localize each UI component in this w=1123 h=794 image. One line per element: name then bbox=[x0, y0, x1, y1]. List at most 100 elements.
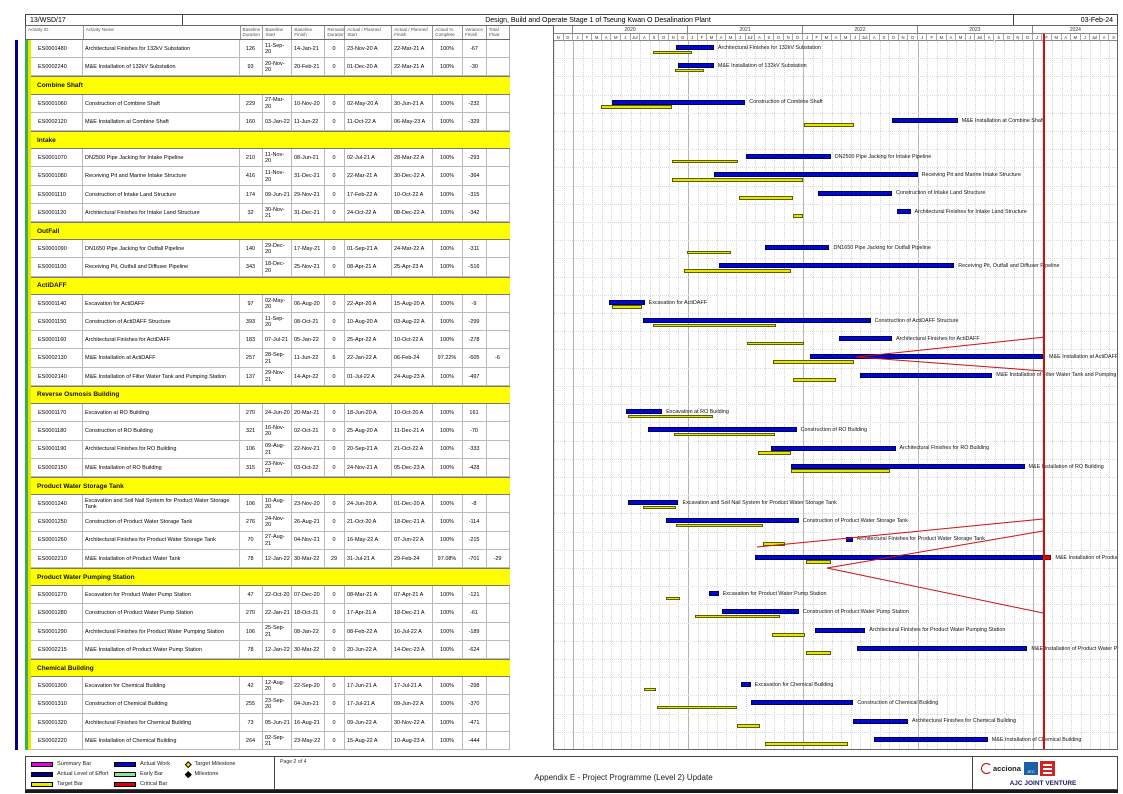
cell-name: Construction of Intake Land Structure bbox=[83, 185, 240, 203]
legend-label: Target Bar bbox=[57, 781, 83, 787]
cell-rem: 0 bbox=[325, 40, 345, 58]
jec-logo: JEC bbox=[1023, 762, 1038, 775]
cell-fl bbox=[487, 677, 510, 695]
month-gridline bbox=[611, 41, 613, 749]
summary-stripe-navy bbox=[15, 40, 18, 750]
gantt-row bbox=[554, 350, 1117, 369]
month-cell: Jul bbox=[975, 34, 985, 41]
bar-label: Excavation at RO Building bbox=[666, 408, 729, 415]
month-gridline bbox=[927, 41, 929, 749]
cell-rem: 0 bbox=[325, 713, 345, 731]
cell-pct: 100% bbox=[433, 677, 463, 695]
cell-name: Excavation for Product Water Pump Statio… bbox=[83, 586, 240, 604]
cell-vr: -471 bbox=[463, 713, 487, 731]
bar-label: M&E Installation of RO Building bbox=[1028, 463, 1104, 470]
cell-af: 30-Dec-22 A bbox=[392, 167, 433, 185]
month-gridline bbox=[707, 41, 709, 749]
gantt-row bbox=[554, 478, 1117, 497]
table-row: ES0001120 Architectural Finishes for Inta… bbox=[25, 203, 510, 223]
cell-af: 18-Dec-21 A bbox=[392, 513, 433, 531]
bar-label: Excavation for Chemical Building bbox=[754, 681, 834, 688]
cell-pct: 100% bbox=[433, 167, 463, 185]
cell-bs: 05-Jun-21 bbox=[263, 713, 292, 731]
target-bar bbox=[763, 542, 785, 546]
cell-id: ES0001310 bbox=[25, 695, 83, 713]
cell-rem: 0 bbox=[325, 404, 345, 422]
cell-id: ES0001170 bbox=[25, 404, 83, 422]
month-gridline bbox=[774, 41, 776, 749]
bar-label: Construction of Chemical Building bbox=[857, 700, 939, 707]
actual-bar bbox=[678, 63, 714, 69]
cell-as: 01-Sep-21 A bbox=[345, 240, 392, 258]
month-cell: Jul bbox=[1090, 34, 1100, 41]
table-row: ES0001260 Architectural Finishes for Prod… bbox=[25, 531, 510, 550]
month-cell: J bbox=[1080, 34, 1091, 41]
cell-fl: -6 bbox=[487, 349, 510, 367]
cell-as: 16-May-22 A bbox=[345, 531, 392, 549]
cell-dur: 106 bbox=[240, 622, 263, 640]
month-gridline bbox=[831, 41, 833, 749]
actual-bar bbox=[626, 409, 663, 415]
month-cell: A bbox=[716, 34, 727, 41]
cell-pct: 100% bbox=[433, 440, 463, 458]
cell-bs: 25-Sep-21 bbox=[263, 622, 292, 640]
month-cell: M bbox=[1051, 34, 1062, 41]
bar-label: M&E Installation of 132kV Substation bbox=[717, 63, 807, 69]
cell-bs: 29-Nov-21 bbox=[263, 367, 292, 385]
month-gridline bbox=[601, 41, 603, 749]
cell-bf: 16-Aug-21 bbox=[292, 713, 325, 731]
month-gridline bbox=[668, 41, 670, 749]
cell-vr: -624 bbox=[463, 640, 487, 658]
month-cell: F bbox=[582, 34, 593, 41]
cell-bf: 11-Jun-22 bbox=[292, 112, 325, 131]
cell-dur: 315 bbox=[240, 458, 263, 476]
cell-vr: -605 bbox=[463, 349, 487, 367]
cell-bf: 20-Feb-21 bbox=[292, 58, 325, 76]
month-gridline bbox=[630, 41, 632, 749]
cell-bs: 22-Jan-21 bbox=[263, 604, 292, 622]
month-gridline bbox=[937, 41, 939, 749]
bar-label: DN2500 Pipe Jacking for Intake Pipeline bbox=[834, 154, 932, 161]
month-cell: J bbox=[802, 34, 813, 41]
cell-pct: 100% bbox=[433, 640, 463, 658]
bar-label: DN1650 Pipe Jacking for Outfall Pipeline bbox=[833, 245, 931, 252]
cell-vr: -370 bbox=[463, 695, 487, 713]
cell-id: ES0001270 bbox=[25, 586, 83, 604]
cell-bs: 29-Dec-20 bbox=[263, 240, 292, 258]
month-cell: M bbox=[841, 34, 851, 41]
column-header-total-float: Total Float bbox=[487, 26, 510, 39]
cell-rem: 0 bbox=[325, 531, 345, 549]
cell-name: Receiving Pit and Marine Intake Structur… bbox=[83, 167, 240, 185]
legend-swatch bbox=[31, 761, 53, 767]
month-cell: S bbox=[1109, 34, 1117, 41]
month-cell: A bbox=[1061, 34, 1072, 41]
month-gridline bbox=[1099, 41, 1101, 749]
month-gridline bbox=[802, 41, 804, 749]
cell-dur: 343 bbox=[240, 258, 263, 276]
cell-rem: 0 bbox=[325, 367, 345, 385]
cell-vr: -114 bbox=[463, 513, 487, 531]
month-gridline bbox=[841, 41, 843, 749]
month-cell: N bbox=[898, 34, 909, 41]
cell-name: M&E Installation of Product Water Tank bbox=[83, 549, 240, 567]
cell-pct: 100% bbox=[433, 513, 463, 531]
month-gridline bbox=[879, 41, 881, 749]
cell-pct: 100% bbox=[433, 258, 463, 276]
cell-name: M&E Installation at ActiDAFF bbox=[83, 349, 240, 367]
cell-vr: -444 bbox=[463, 731, 487, 749]
cell-dur: 73 bbox=[240, 713, 263, 731]
cell-bs: 03-Jan-22 bbox=[263, 112, 292, 131]
cell-bs: 27-Mar-20 bbox=[263, 94, 292, 112]
cell-bf: 29-Nov-21 bbox=[292, 185, 325, 203]
cell-fl bbox=[487, 440, 510, 458]
actual-bar bbox=[896, 208, 911, 214]
cell-fl bbox=[487, 258, 510, 276]
cell-pct: 100% bbox=[433, 531, 463, 549]
legend-item: Actual Work bbox=[114, 759, 170, 769]
cell-name: DN2500 Pipe Jacking for Intake Pipeline bbox=[83, 149, 240, 167]
gantt-row bbox=[554, 605, 1117, 624]
cell-fl bbox=[487, 94, 510, 112]
actual-bar bbox=[791, 463, 1025, 469]
section-label: OutFall bbox=[37, 227, 60, 235]
cell-bs: 07-Jul-21 bbox=[263, 331, 292, 349]
